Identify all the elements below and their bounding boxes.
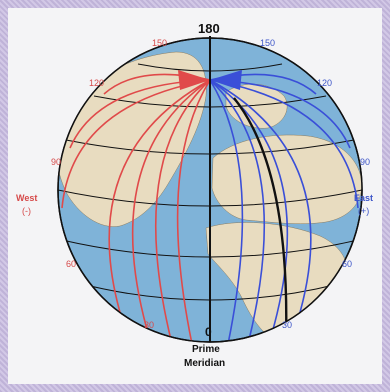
globe-outline bbox=[57, 37, 363, 343]
east-tick-150: 150 bbox=[260, 38, 276, 48]
east-title: East bbox=[354, 193, 374, 203]
caption-prime: Prime bbox=[192, 344, 220, 355]
example-meridian bbox=[233, 97, 288, 341]
polar-cap-east bbox=[210, 70, 242, 90]
polar-cap-west bbox=[178, 70, 210, 90]
west-title: West bbox=[16, 193, 38, 203]
west-sign: (-) bbox=[22, 206, 31, 216]
west-tick-30: 30 bbox=[144, 320, 155, 330]
east-sign: (+) bbox=[358, 206, 370, 216]
caption-meridian: Meridian bbox=[184, 358, 226, 369]
east-tick-90: 90 bbox=[360, 157, 371, 167]
east-tick-120: 120 bbox=[317, 78, 333, 88]
east-tick-60: 60 bbox=[342, 259, 353, 269]
globe-diagram bbox=[57, 36, 363, 343]
label-180: 180 bbox=[198, 21, 220, 36]
east-tick-30: 30 bbox=[282, 320, 293, 330]
west-tick-120: 120 bbox=[89, 78, 105, 88]
label-0: 0 bbox=[205, 325, 212, 339]
diagram-panel: 180 150 120 90 60 30 150 120 90 60 30 We… bbox=[8, 8, 382, 384]
west-tick-60: 60 bbox=[66, 259, 77, 269]
west-tick-90: 90 bbox=[51, 157, 62, 167]
west-tick-150: 150 bbox=[152, 38, 168, 48]
